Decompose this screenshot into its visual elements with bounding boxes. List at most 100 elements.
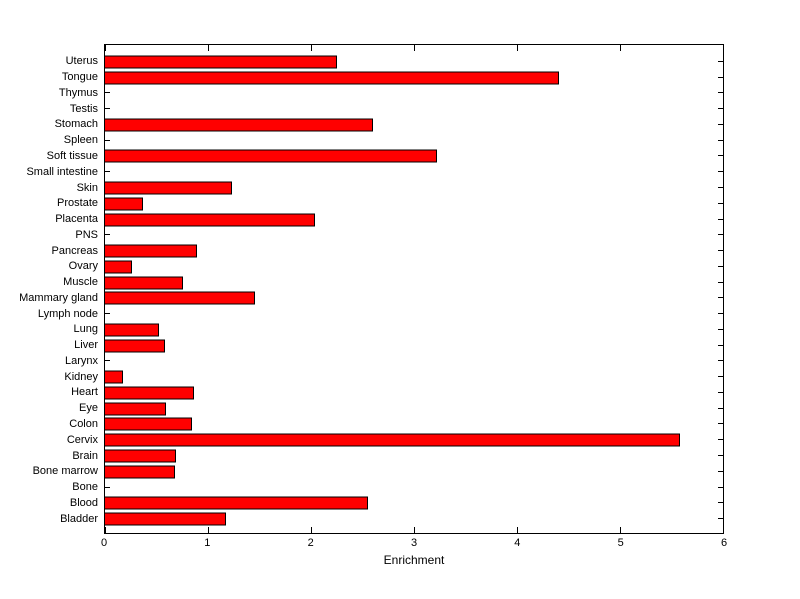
- chart-row: Eye: [0, 401, 724, 417]
- bar-track: [104, 480, 724, 496]
- category-label: Tongue: [61, 71, 98, 84]
- bar-track: [104, 290, 724, 306]
- bar: [104, 260, 132, 274]
- y-tick-left: [104, 139, 110, 141]
- y-tick-left: [104, 108, 110, 110]
- chart-row: Soft tissue: [0, 149, 724, 165]
- x-tick-label: 2: [307, 537, 314, 549]
- category-label: Testis: [69, 102, 98, 115]
- y-tick-left: [104, 171, 110, 173]
- y-tick-right: [718, 297, 724, 299]
- bar-track: [104, 117, 724, 133]
- y-tick-right: [718, 218, 724, 220]
- bar-track: [104, 432, 724, 448]
- y-tick-right: [718, 187, 724, 188]
- x-tick-label: 3: [410, 537, 418, 549]
- bar-track: [104, 354, 724, 370]
- bar-track: [104, 495, 724, 511]
- bar: [104, 386, 194, 400]
- bar-track: [104, 212, 724, 228]
- chart-row: Pancreas: [0, 243, 724, 259]
- y-tick-right: [718, 265, 724, 267]
- bar: [104, 118, 373, 132]
- bar: [104, 433, 680, 447]
- x-tick-top: [414, 45, 415, 51]
- y-tick-right: [718, 202, 724, 204]
- category-label: Skin: [76, 181, 98, 194]
- bar: [104, 55, 337, 69]
- bar-track: [104, 417, 724, 433]
- bar-track: [104, 164, 724, 180]
- x-axis-label: Enrichment: [383, 553, 445, 567]
- chart-row: Tongue: [0, 70, 724, 86]
- y-tick-left: [104, 92, 110, 94]
- chart-row: Small intestine: [0, 164, 724, 180]
- bar: [104, 496, 368, 510]
- y-tick-right: [718, 502, 724, 504]
- category-label: Muscle: [63, 276, 98, 289]
- y-tick-right: [718, 76, 724, 78]
- chart-row: Liver: [0, 338, 724, 354]
- bar-track: [104, 306, 724, 322]
- chart-row: Kidney: [0, 369, 724, 385]
- x-tick-top: [311, 45, 312, 51]
- y-tick-right: [718, 407, 724, 409]
- category-label: Spleen: [63, 134, 98, 147]
- x-tick-bottom: [620, 527, 621, 533]
- category-label: Liver: [74, 339, 98, 352]
- x-tick-label: 4: [514, 537, 521, 549]
- bar: [104, 370, 123, 384]
- chart-row: Ovary: [0, 259, 724, 275]
- x-tick-top: [208, 45, 209, 51]
- bar: [104, 417, 192, 431]
- chart-row: Bone: [0, 480, 724, 496]
- bar-track: [104, 338, 724, 354]
- bar: [104, 149, 437, 163]
- y-tick-right: [718, 439, 724, 441]
- x-tick-top: [517, 45, 518, 51]
- chart-row: Stomach: [0, 117, 724, 133]
- bar: [104, 213, 315, 227]
- category-label: Mammary gland: [19, 291, 98, 304]
- y-tick-right: [718, 391, 724, 393]
- bar-track: [104, 322, 724, 338]
- chart-row: Spleen: [0, 133, 724, 149]
- bar-track: [104, 133, 724, 149]
- chart-row: PNS: [0, 227, 724, 243]
- chart-row: Mammary gland: [0, 290, 724, 306]
- bar-rows: Uterus Tongue Thymus Testis Stomach Spleen Sof…: [0, 44, 724, 534]
- y-tick-right: [718, 60, 724, 62]
- bar-track: [104, 401, 724, 417]
- bar-track: [104, 369, 724, 385]
- bar: [104, 402, 166, 416]
- bar: [104, 339, 165, 353]
- bar-track: [104, 511, 724, 527]
- bar-track: [104, 54, 724, 70]
- x-tick-bottom: [311, 527, 312, 533]
- bar-track: [104, 464, 724, 480]
- chart-row: Placenta: [0, 212, 724, 228]
- y-tick-right: [718, 139, 724, 141]
- category-label: Lung: [73, 323, 98, 336]
- y-tick-right: [718, 234, 724, 236]
- y-tick-right: [718, 344, 724, 346]
- y-tick-right: [718, 518, 724, 520]
- x-tick-bottom: [105, 527, 106, 533]
- category-label: Eye: [79, 402, 98, 415]
- chart-row: Cervix: [0, 432, 724, 448]
- y-tick-right: [718, 360, 724, 362]
- y-tick-right: [718, 171, 724, 173]
- y-tick-right: [718, 328, 724, 330]
- bar-track: [104, 385, 724, 401]
- category-label: Placenta: [55, 213, 98, 226]
- chart-row: Thymus: [0, 86, 724, 102]
- bar-track: [104, 70, 724, 86]
- chart-row: Testis: [0, 101, 724, 117]
- category-label: Soft tissue: [46, 149, 98, 162]
- x-tick-bottom: [414, 527, 415, 533]
- bar-track: [104, 180, 724, 196]
- category-label: Larynx: [64, 354, 98, 367]
- bar-track: [104, 448, 724, 464]
- bar: [104, 197, 144, 211]
